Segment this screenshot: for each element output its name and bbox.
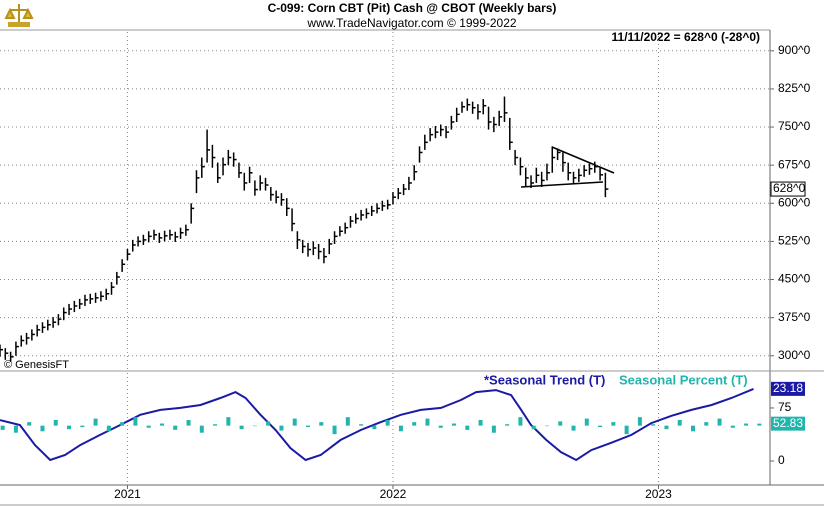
y-tick-label: 375^0 — [778, 310, 811, 324]
y-tick-label: 900^0 — [778, 43, 811, 57]
seasonal-bar — [425, 418, 430, 426]
seasonal-bar — [345, 417, 350, 426]
seasonal-bar — [186, 419, 191, 426]
seasonal-bar — [13, 425, 18, 433]
seasonal-bar — [252, 425, 257, 427]
last-price-label: 628^0 — [773, 181, 806, 195]
y-tick-label: 0 — [778, 453, 785, 467]
seasonal-bar — [27, 422, 32, 426]
seasonal-bar — [691, 425, 695, 432]
seasonal-bar — [412, 422, 417, 426]
seasonal-bar — [704, 422, 709, 426]
seasonal-bar — [120, 422, 125, 426]
seasonal-bar — [624, 425, 629, 435]
seasonal-bar — [757, 423, 762, 426]
x-tick-label: 2023 — [645, 487, 672, 501]
chart-title: C-099: Corn CBT (Pit) Cash @ CBOT (Weekl… — [268, 1, 557, 15]
plot-layer: 900^0 825^0 750^0 675^0 600^0 525^0 450^0 375^0… — [0, 32, 811, 501]
seasonal-bar — [637, 417, 642, 426]
last-value-label: 52.83 — [773, 416, 803, 430]
credit: © GenesisFT — [4, 359, 69, 371]
seasonal-bar — [398, 425, 403, 432]
seasonal-bar — [106, 425, 111, 432]
seasonal-bar — [372, 425, 377, 430]
x-tick-label: 2021 — [114, 487, 141, 501]
last-value-box — [771, 381, 805, 396]
seasonal-bar — [730, 425, 735, 428]
seasonal-bar — [306, 425, 310, 428]
seasonal-bar — [558, 421, 563, 426]
seasonal-bar — [717, 418, 722, 426]
seasonal-bar — [491, 425, 496, 433]
last-value-label: 23.18 — [773, 381, 803, 395]
seasonal-bar — [133, 417, 138, 426]
seasonal-bar — [465, 425, 470, 430]
seasonal-bar — [452, 423, 457, 426]
seasonal-bar — [438, 425, 443, 428]
seasonal-bar — [677, 419, 682, 426]
logo — [4, 4, 34, 27]
seasonal-bar — [571, 425, 576, 431]
seasonal-bar — [159, 423, 164, 426]
seasonal-bar — [651, 424, 656, 426]
y-tick-label: 675^0 — [778, 157, 811, 171]
seasonal-bar — [0, 425, 5, 430]
seasonal-bar — [664, 425, 669, 430]
y-tick-label: 300^0 — [778, 348, 811, 362]
y-tick-label: 525^0 — [778, 234, 811, 248]
chart-subtitle: www.TradeNavigator.com © 1999-2022 — [306, 16, 516, 30]
y-tick-label: 600^0 — [778, 195, 811, 209]
last-price-box — [770, 181, 806, 197]
seasonal-bar — [266, 421, 271, 426]
seasonal-bar — [518, 417, 523, 426]
seasonal-bar — [332, 425, 337, 435]
seasonal-bar — [319, 422, 324, 426]
seasonal-bar — [385, 419, 390, 426]
y-tick-label: 750^0 — [778, 119, 811, 133]
seasonal-bar — [544, 425, 549, 427]
legend-entry: *Seasonal Trend (T) — [484, 372, 605, 387]
seasonal-bar — [226, 417, 231, 426]
seasonal-bar — [478, 419, 483, 426]
seasonal-bar — [40, 425, 45, 432]
legend-entry: Seasonal Percent (T) — [619, 372, 748, 387]
seasonal-bar — [53, 419, 58, 426]
seasonal-bar — [611, 422, 616, 426]
seasonal-bar — [359, 424, 364, 426]
seasonal-bar — [279, 425, 284, 431]
seasonal-bar — [213, 424, 218, 426]
seasonal-bar — [199, 425, 204, 433]
seasonal-bar — [584, 418, 589, 426]
triangle-pattern — [520, 146, 615, 188]
y-tick-label: 75 — [778, 400, 792, 414]
seasonal-bar — [744, 423, 749, 426]
last-value-box — [771, 416, 805, 431]
seasonal-bar — [598, 425, 603, 428]
y-tick-label: 825^0 — [778, 81, 811, 95]
seasonal-bar — [173, 425, 178, 430]
last-price-annotation: 11/11/2022 = 628^0 (-28^0) — [612, 30, 760, 44]
seasonal-bar — [146, 425, 151, 428]
seasonal-bar — [67, 425, 72, 430]
seasonal-bar — [531, 425, 536, 430]
seasonal-bar — [292, 418, 297, 426]
seasonal-bar — [505, 424, 510, 426]
x-tick-label: 2022 — [380, 487, 407, 501]
y-tick-label: 450^0 — [778, 272, 811, 286]
seasonal-bar — [239, 425, 244, 430]
seasonal-bar — [80, 425, 85, 428]
seasonal-bar — [93, 418, 98, 426]
